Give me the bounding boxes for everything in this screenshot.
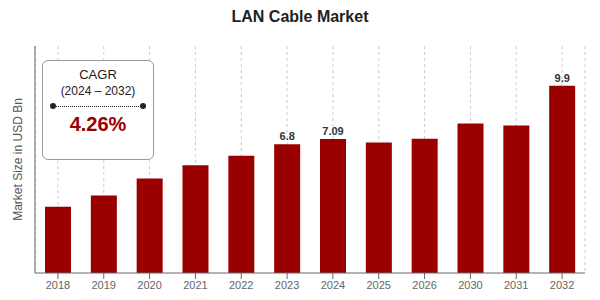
html-text:4.26%: 4.26%: [69, 113, 127, 135]
svg-text:2022: 2022: [229, 279, 253, 291]
html-text:(2024 – 2032): (2024 – 2032): [60, 84, 136, 98]
svg-text:2030: 2030: [458, 279, 482, 291]
html-text:CAGR: CAGR: [79, 67, 117, 82]
svg-text:2023: 2023: [275, 279, 299, 291]
svg-text:7.09: 7.09: [322, 125, 343, 137]
svg-text:6.8: 6.8: [280, 130, 295, 142]
svg-text:2018: 2018: [46, 279, 70, 291]
svg-text:2026: 2026: [412, 279, 436, 291]
svg-text:2032: 2032: [550, 279, 574, 291]
svg-text:2025: 2025: [367, 279, 391, 291]
html-text:LAN Cable Market: LAN Cable Market: [231, 8, 369, 25]
svg-text:Market Size in USD Bn: Market Size in USD Bn: [11, 98, 25, 221]
svg-text:9.9: 9.9: [555, 72, 570, 84]
svg-text:2021: 2021: [183, 279, 207, 291]
svg-text:2031: 2031: [504, 279, 528, 291]
svg-text:2024: 2024: [321, 279, 345, 291]
svg-text:2020: 2020: [137, 279, 161, 291]
svg-text:2019: 2019: [92, 279, 116, 291]
